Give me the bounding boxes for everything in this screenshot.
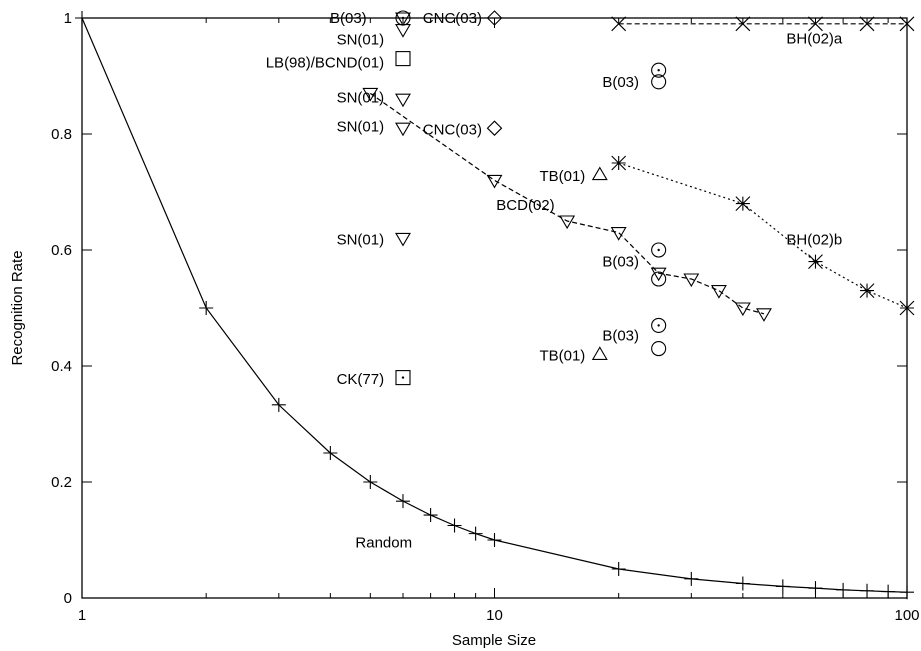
series-line-bh-02-b [618,162,908,309]
data-point-random [447,518,462,533]
data-point-bh-02-b [859,283,875,298]
data-point-tri-down-open [395,122,411,137]
data-point-bh-02-b [611,155,627,171]
data-point-bcd-02 [650,267,667,282]
y-axis: 0 0.2 0.4 0.6 0.8 1 [51,10,907,607]
annotation-label: SN(01) [337,232,385,249]
data-point-bcd-02 [559,215,576,230]
data-point-random [684,571,699,586]
x-tick-label: 100 [894,607,919,624]
data-point-bh-02-a [808,16,823,32]
annotation-label: BCD(02) [496,197,554,214]
data-point-random [487,533,502,547]
data-point-square-dot [395,370,411,386]
annotation-label: LB(98)/BCND(01) [266,55,384,72]
data-point-random [423,508,438,523]
y-tick-label: 1 [64,10,72,27]
series-layer [75,11,915,600]
data-point-random [271,397,286,412]
data-point-tri-down-open [395,12,411,27]
annotation-label: B(03) [602,327,639,344]
points-layer [395,10,667,386]
data-point-random [611,562,626,576]
data-point-tri-up-open [591,346,608,360]
annotation-label: CNC(03) [423,121,482,138]
data-point-bcd-02 [734,302,751,317]
data-point-bh-02-b [735,196,751,211]
data-point-random [363,475,378,489]
data-point-square-filled [395,51,411,67]
y-tick-label: 0 [64,590,72,607]
data-point-bcd-02 [362,87,379,102]
y-tick-label: 0.4 [51,358,72,375]
y-tick-label: 0.8 [51,126,72,143]
data-point-random [395,494,410,509]
annotation-label: BH(02)b [786,232,842,249]
data-point-bcd-02 [710,285,727,299]
data-point-bcd-02 [755,308,772,322]
data-point-bh-02-a [735,16,751,32]
data-point-circle-dot [651,242,667,258]
series-bh-02-b [611,155,915,316]
data-point-tri-down-open [395,93,411,108]
data-point-bcd-02 [683,273,700,288]
annotation-label: CK(77) [337,371,385,388]
data-point-random [775,579,790,594]
annotation-label: B(03) [602,74,639,91]
annotation-label: BH(02)a [786,30,843,47]
annotation-label: Random [355,534,412,551]
annotations-layer: B(03) CNC(03) SN(01) LB(98)/BCND(01) SN(01) S… [266,10,843,551]
data-point-circle-dot [651,317,667,333]
x-tick-label: 10 [486,607,503,624]
data-point-circle-filled [651,271,667,287]
y-tick-label: 0.6 [51,242,72,259]
data-point-tri-down-open [395,232,411,247]
y-axis-title: Recognition Rate [9,250,26,365]
data-point-diamond [486,120,503,136]
data-point-circle-filled [651,74,667,90]
data-point-bh-02-b [808,254,823,269]
y-tick-label: 0.2 [51,474,72,491]
x-axis-title: Sample Size [452,632,536,649]
data-point-tri-up-open [591,166,608,181]
x-axis: 1 10 100 [78,18,920,624]
data-point-bcd-02 [486,174,503,189]
annotation-label: SN(01) [337,119,385,136]
data-point-circle-filled [651,341,667,357]
data-point-random [199,301,214,315]
data-point-tri-down-open [395,24,411,38]
series-random [75,11,914,600]
data-point-bcd-02 [610,227,627,241]
series-line-bcd-02 [369,92,765,315]
data-point-bh-02-a [859,16,875,32]
annotation-label: SN(01) [337,90,385,107]
series-bh-02-a [611,16,915,32]
annotation-label: TB(01) [539,168,585,185]
x-tick-label: 1 [78,607,86,624]
data-point-random [323,446,338,460]
data-point-circle-dot [651,62,667,78]
data-point-random [808,581,823,596]
data-point-random [468,526,483,541]
data-point-random [735,576,750,591]
series-bcd-02 [362,87,772,322]
annotation-label: SN(01) [337,32,385,49]
annotation-label: B(03) [602,254,639,271]
data-point-bh-02-a [611,16,627,32]
annotation-label: TB(01) [539,348,585,365]
